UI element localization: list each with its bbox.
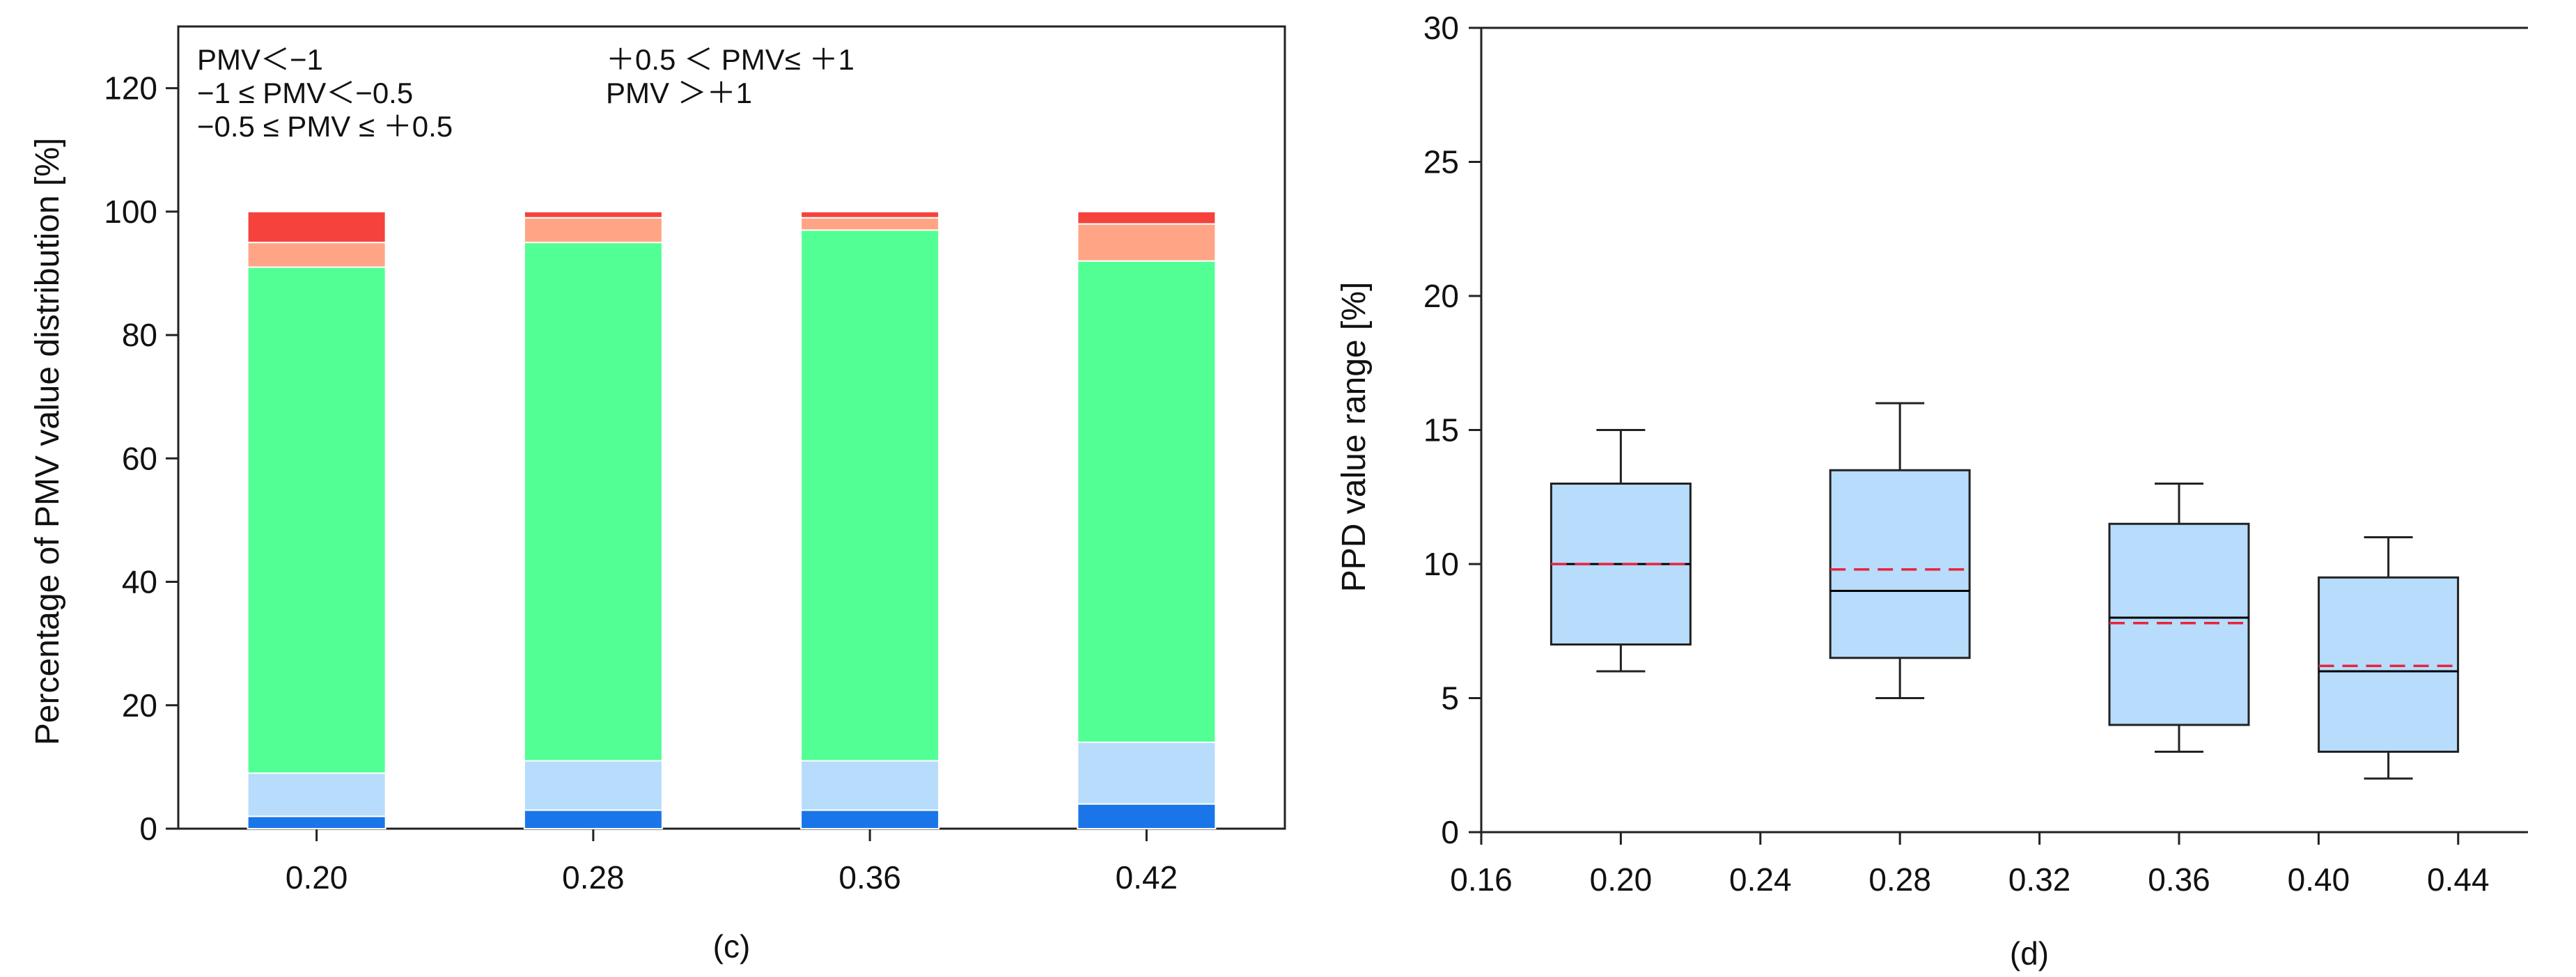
box-iqr bbox=[2108, 522, 2250, 726]
plot-frame bbox=[177, 25, 1286, 830]
legend-entry: −0.5 ≤ PMV ≤ ＋0.5 bbox=[197, 110, 453, 143]
bar-segment-3 bbox=[247, 266, 387, 774]
bar-segment-5 bbox=[523, 210, 663, 219]
legend-entry: PMV＜−1 bbox=[197, 43, 323, 76]
y-tick-label: 30 bbox=[1423, 10, 1459, 46]
bar-segment-4 bbox=[800, 217, 940, 231]
bar-segment-3 bbox=[1077, 260, 1217, 743]
bar-segment-1 bbox=[800, 809, 940, 830]
panel-d-box-plot: 0 5 10 15 20 25 30 0.16 0.20 0.24 0.28 0.32 0.36 0.40… bbox=[1336, 10, 2528, 971]
y-tick-label: 0 bbox=[1441, 814, 1459, 850]
bar-segment-5 bbox=[1077, 210, 1217, 225]
bar-segment-4 bbox=[1077, 223, 1217, 262]
x-tick-label: 0.16 bbox=[1450, 861, 1513, 898]
panel-c-stacked-bar-chart: 0 20 40 60 80 100 120 0.20 0.28 0.36 0.42 Percentag… bbox=[29, 25, 1286, 964]
bar-segment-2 bbox=[1077, 741, 1217, 805]
panel-label: (d) bbox=[2010, 935, 2049, 971]
y-tick-label: 0 bbox=[139, 811, 157, 847]
panel-label: (c) bbox=[713, 928, 751, 964]
x-tick-label: 0.28 bbox=[562, 859, 625, 896]
box-iqr bbox=[1829, 469, 1971, 659]
bar-segment-3 bbox=[523, 242, 663, 762]
y-tick-label: 25 bbox=[1423, 144, 1459, 180]
bar-segment-2 bbox=[800, 760, 940, 811]
x-tick-label: 0.36 bbox=[2148, 861, 2210, 898]
y-axis-label: PPD value range [%] bbox=[1336, 282, 1373, 593]
bar-segment-5 bbox=[247, 210, 387, 244]
y-tick-label: 40 bbox=[122, 564, 157, 600]
box-iqr bbox=[2318, 576, 2460, 753]
bar-segment-1 bbox=[523, 809, 663, 830]
x-tick-label: 0.20 bbox=[286, 859, 348, 896]
y-tick-label: 5 bbox=[1441, 680, 1459, 717]
y-tick-label: 100 bbox=[104, 194, 157, 230]
legend-entry: ＋0.5 ＜ PMV≤ ＋1 bbox=[606, 43, 854, 76]
y-tick-label: 20 bbox=[1423, 278, 1459, 314]
x-tick-label: 0.44 bbox=[2427, 861, 2490, 898]
x-tick-label: 0.28 bbox=[1868, 861, 1931, 898]
y-axis-label: Percentage of PMV value distribution [%] bbox=[29, 138, 66, 745]
bar-segment-3 bbox=[800, 229, 940, 762]
bar-segment-2 bbox=[523, 760, 663, 811]
x-tick-label: 0.24 bbox=[1729, 861, 1792, 898]
bar-segment-1 bbox=[1077, 803, 1217, 829]
y-tick-label: 80 bbox=[122, 317, 157, 353]
bar-segment-2 bbox=[247, 772, 387, 818]
legend-entry: −1 ≤ PMV＜−0.5 bbox=[197, 77, 413, 109]
y-tick-label: 10 bbox=[1423, 546, 1459, 582]
x-tick-label: 0.20 bbox=[1590, 861, 1653, 898]
x-tick-label: 0.32 bbox=[2008, 861, 2071, 898]
y-tick-label: 120 bbox=[104, 70, 157, 107]
legend-entry: PMV ＞＋1 bbox=[606, 77, 752, 109]
y-tick-label: 60 bbox=[122, 440, 157, 476]
bar-segment-4 bbox=[523, 217, 663, 244]
y-tick-label: 20 bbox=[122, 687, 157, 724]
x-tick-label: 0.36 bbox=[838, 859, 901, 896]
bar-segment-4 bbox=[247, 242, 387, 268]
y-tick-label: 15 bbox=[1423, 412, 1459, 448]
bar-segment-1 bbox=[247, 815, 387, 830]
x-tick-label: 0.42 bbox=[1116, 859, 1178, 896]
bar-segment-5 bbox=[800, 210, 940, 219]
x-tick-label: 0.40 bbox=[2288, 861, 2350, 898]
